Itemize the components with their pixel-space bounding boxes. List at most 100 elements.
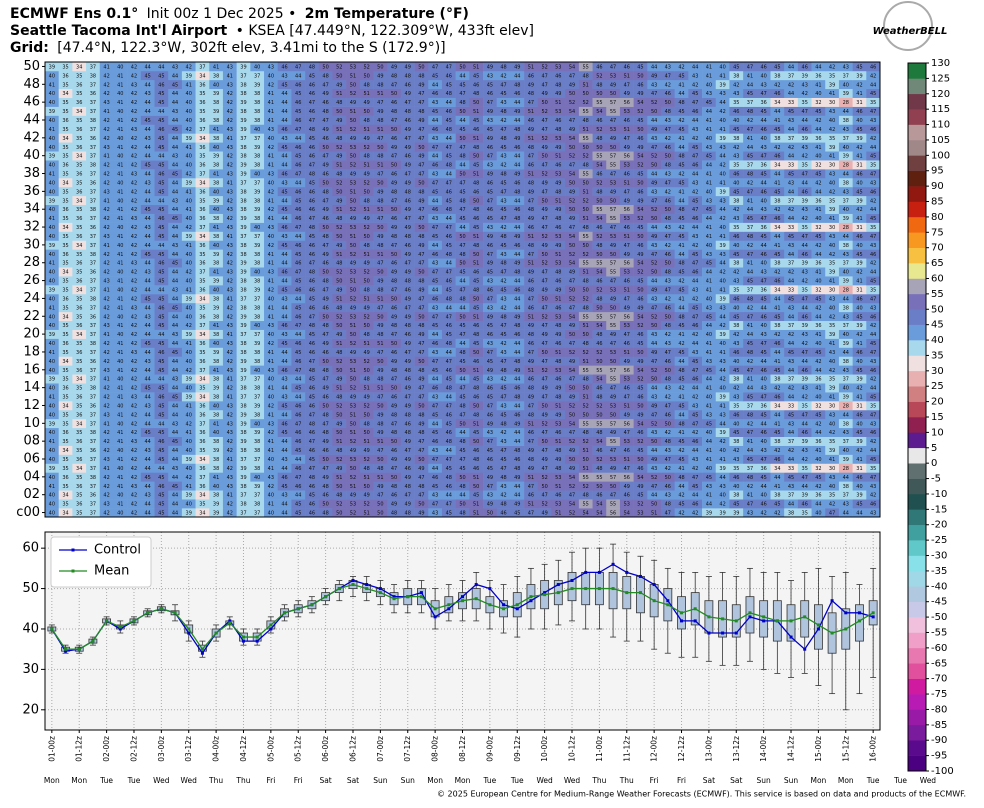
heat-cell (866, 213, 881, 223)
cell-value: 41 (268, 439, 274, 445)
cell-value: 38 (240, 198, 246, 204)
cell-value: 44 (172, 296, 178, 302)
heat-cell (619, 418, 634, 429)
cell-value: 40 (117, 180, 123, 186)
cell-value: 50 (487, 511, 493, 517)
cell-value: 47 (459, 386, 465, 392)
cell-value: 36 (199, 207, 205, 213)
heat-cell (825, 186, 840, 197)
heat-cell (866, 186, 881, 197)
cell-value: 42 (103, 252, 109, 258)
cell-value: 48 (391, 234, 397, 240)
cell-value: 41 (103, 243, 109, 249)
cell-value: 41 (186, 403, 192, 409)
cell-value: 42 (747, 180, 753, 186)
cell-value: 34 (62, 225, 68, 231)
heat-cell (86, 374, 101, 384)
heat-cell (127, 508, 142, 518)
cell-value: 35 (829, 323, 835, 329)
cell-value: 45 (500, 180, 506, 186)
heat-cell (72, 374, 87, 384)
heat-cell (866, 195, 881, 206)
heat-cell (455, 285, 470, 295)
heat-cell (688, 204, 703, 214)
heat-cell (127, 177, 142, 188)
heat-cell (277, 490, 292, 500)
cell-value: 46 (624, 448, 630, 454)
heat-cell (483, 490, 498, 500)
heat-cell (332, 311, 347, 322)
heat-cell (770, 454, 785, 464)
cell-value: 45 (733, 252, 739, 258)
y-tick-label: 14 (23, 380, 40, 395)
heat-cell (674, 329, 689, 339)
heat-cell (524, 195, 539, 206)
cell-value: 46 (322, 448, 328, 454)
heat-cell (825, 311, 840, 322)
heat-cell (852, 258, 867, 268)
cell-value: 38 (213, 493, 219, 499)
heat-cell (86, 267, 101, 277)
heat-cell (113, 276, 128, 286)
heat-cell (469, 427, 484, 438)
heat-cell (346, 231, 361, 241)
heat-cell (58, 186, 73, 197)
heat-cell (524, 320, 539, 330)
heat-cell (332, 445, 347, 455)
heat-cell (770, 186, 785, 197)
cell-value: 40 (49, 270, 55, 276)
cell-value: 38 (774, 377, 780, 383)
heat-cell (318, 258, 333, 268)
heat-cell (236, 320, 251, 330)
cell-value: 44 (843, 412, 849, 418)
cell-value: 43 (760, 332, 766, 338)
cell-value: 44 (172, 163, 178, 169)
cell-value: 47 (569, 279, 575, 285)
cell-value: 47 (418, 448, 424, 454)
heat-cell (866, 490, 881, 500)
cell-value: 40 (706, 296, 712, 302)
heat-cell (715, 302, 730, 313)
cell-value: 49 (322, 439, 328, 445)
heat-cell (688, 240, 703, 250)
cell-value: 46 (322, 261, 328, 267)
cell-value: 45 (678, 350, 684, 356)
heat-cell (797, 472, 812, 482)
cell-value: 42 (802, 216, 808, 222)
cell-value: 44 (295, 395, 301, 401)
cell-value: 42 (719, 502, 725, 508)
cell-value: 44 (788, 216, 794, 222)
heat-cell (715, 195, 730, 206)
cell-value: 50 (596, 484, 602, 490)
cell-value: 39 (719, 243, 725, 249)
heat-cell (592, 311, 607, 322)
cell-value: 47 (309, 466, 315, 472)
heat-cell (825, 383, 840, 393)
heat-cell (387, 427, 402, 438)
cell-value: 45 (815, 350, 821, 356)
heat-cell (592, 365, 607, 375)
heat-cell (674, 177, 689, 188)
heat-cell (784, 276, 799, 286)
cell-value: 46 (637, 296, 643, 302)
cell-value: 47 (432, 270, 438, 276)
cell-value: 51 (528, 234, 534, 240)
heat-cell (619, 169, 634, 179)
cell-value: 41 (706, 341, 712, 347)
cell-value: 49 (363, 448, 369, 454)
cell-value: 34 (199, 493, 205, 499)
heat-cell (811, 356, 826, 366)
cell-value: 45 (637, 448, 643, 454)
heat-cell (743, 365, 758, 375)
heat-cell (359, 258, 374, 268)
heat-cell (496, 383, 511, 393)
heat-cell (318, 249, 333, 259)
cell-value: 45 (158, 359, 164, 365)
cell-value: 48 (528, 180, 534, 186)
heat-cell (565, 231, 580, 241)
cell-value: 42 (870, 377, 876, 383)
heat-cell (660, 508, 675, 518)
cell-value: 41 (268, 502, 274, 508)
heat-cell (72, 293, 87, 304)
